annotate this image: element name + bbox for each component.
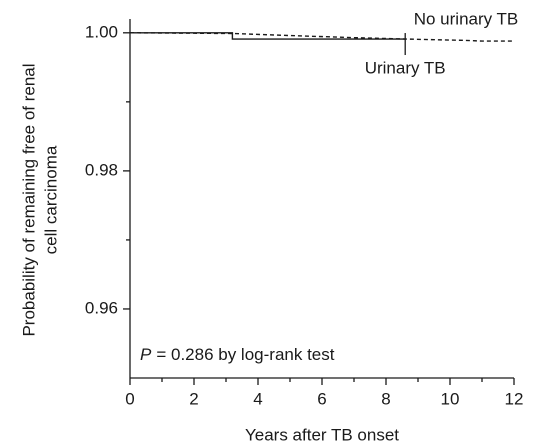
x-tick-label: 10 <box>441 389 460 408</box>
annotation: P = 0.286 by log-rank test <box>140 345 335 364</box>
x-tick-label: 2 <box>189 389 198 408</box>
series-label: Urinary TB <box>365 59 446 78</box>
x-tick-label: 12 <box>505 389 524 408</box>
y-axis-label: cell carcinoma <box>41 145 60 254</box>
x-tick-label: 8 <box>381 389 390 408</box>
x-tick-label: 4 <box>253 389 262 408</box>
x-tick-label: 0 <box>125 389 134 408</box>
annotation-italic: P <box>140 345 152 364</box>
y-tick-label: 0.98 <box>85 160 118 179</box>
x-tick-label: 6 <box>317 389 326 408</box>
y-tick-label: 0.96 <box>85 298 118 317</box>
series-label: No urinary TB <box>414 9 519 28</box>
y-tick-label: 1.00 <box>85 22 118 41</box>
x-axis-label: Years after TB onset <box>245 425 399 444</box>
y-axis-label: Probability of remaining free of renal <box>19 63 38 336</box>
annotation-text: = 0.286 by log-rank test <box>156 345 334 364</box>
km-curve <box>129 32 514 42</box>
